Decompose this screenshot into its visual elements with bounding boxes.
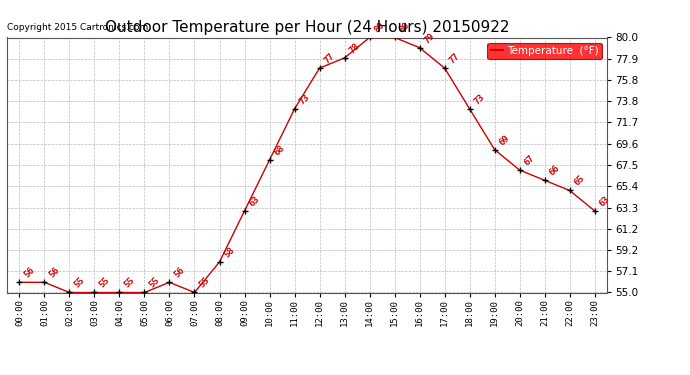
Text: 69: 69 xyxy=(497,133,511,147)
Text: 68: 68 xyxy=(273,143,286,157)
Text: 80: 80 xyxy=(397,21,411,35)
Text: 63: 63 xyxy=(247,194,262,208)
Text: 58: 58 xyxy=(222,245,236,259)
Title: Outdoor Temperature per Hour (24 Hours) 20150922: Outdoor Temperature per Hour (24 Hours) … xyxy=(105,20,509,35)
Text: 56: 56 xyxy=(22,266,36,279)
Text: 78: 78 xyxy=(347,41,362,55)
Text: Copyright 2015 Cartronics.com: Copyright 2015 Cartronics.com xyxy=(7,23,148,32)
Text: 73: 73 xyxy=(473,92,486,106)
Text: 56: 56 xyxy=(47,266,61,279)
Text: 79: 79 xyxy=(422,31,436,45)
Text: 80: 80 xyxy=(373,21,386,35)
Text: 55: 55 xyxy=(72,276,86,290)
Text: 77: 77 xyxy=(447,51,462,65)
Text: 56: 56 xyxy=(172,266,186,279)
Text: 73: 73 xyxy=(297,92,311,106)
Text: 55: 55 xyxy=(197,276,211,290)
Text: 55: 55 xyxy=(147,276,161,290)
Text: 65: 65 xyxy=(573,174,586,188)
Text: 63: 63 xyxy=(598,194,611,208)
Legend: Temperature  (°F): Temperature (°F) xyxy=(487,43,602,59)
Text: 77: 77 xyxy=(322,51,336,65)
Text: 67: 67 xyxy=(522,153,536,167)
Text: 55: 55 xyxy=(97,276,111,290)
Text: 66: 66 xyxy=(547,164,562,177)
Text: 55: 55 xyxy=(122,276,136,290)
